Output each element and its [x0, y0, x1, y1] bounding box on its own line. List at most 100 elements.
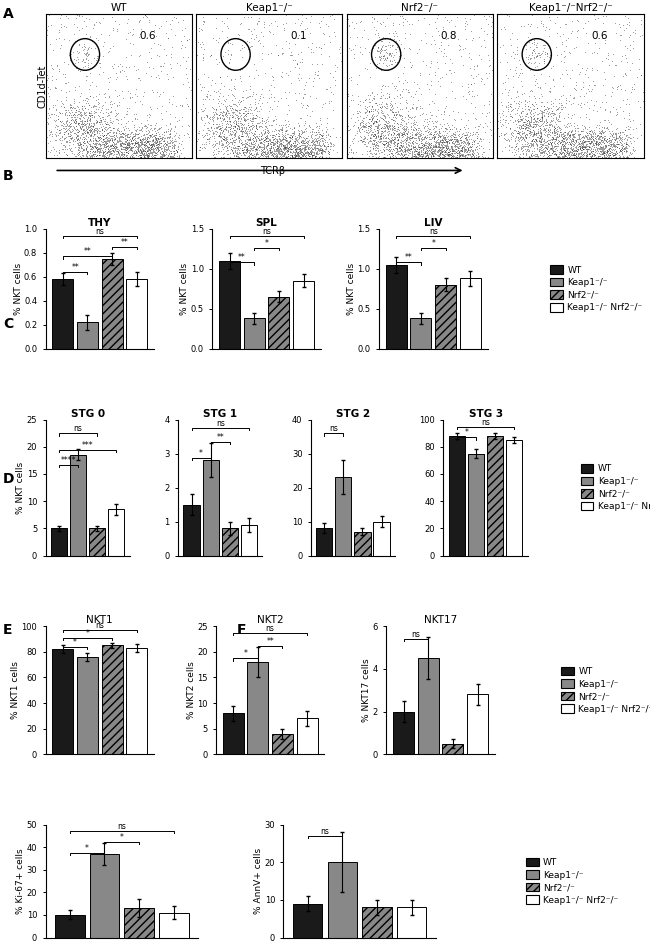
Point	[597, 138, 608, 153]
Point	[619, 143, 629, 158]
Point	[348, 118, 358, 134]
Point	[450, 145, 461, 160]
Point	[515, 149, 525, 164]
Point	[385, 134, 396, 149]
Point	[133, 134, 143, 149]
Point	[165, 149, 176, 164]
Point	[552, 149, 563, 164]
Point	[170, 137, 180, 152]
Point	[68, 126, 79, 141]
Point	[592, 128, 603, 143]
Point	[148, 136, 158, 152]
Point	[537, 112, 547, 127]
Point	[330, 57, 341, 72]
Point	[389, 135, 399, 151]
Point	[521, 38, 532, 53]
Text: A: A	[3, 7, 14, 21]
Point	[559, 142, 569, 157]
Point	[288, 139, 298, 154]
Point	[278, 142, 288, 157]
Point	[542, 99, 552, 115]
Point	[434, 8, 444, 23]
Point	[281, 120, 291, 135]
Point	[611, 149, 621, 164]
Point	[438, 19, 448, 34]
Point	[62, 111, 72, 126]
Point	[72, 121, 82, 136]
Point	[292, 149, 303, 164]
Point	[259, 138, 270, 153]
Point	[148, 130, 158, 145]
Point	[95, 115, 105, 130]
Point	[103, 151, 114, 166]
Point	[624, 17, 634, 32]
Point	[415, 65, 425, 80]
Point	[266, 139, 277, 154]
Point	[234, 27, 244, 43]
Point	[521, 144, 531, 159]
Point	[526, 137, 537, 152]
Point	[48, 62, 58, 77]
Point	[152, 137, 162, 152]
Point	[256, 130, 266, 145]
Point	[214, 111, 225, 126]
Point	[550, 125, 560, 140]
Point	[628, 139, 638, 154]
Point	[574, 131, 584, 146]
Point	[492, 103, 502, 118]
Point	[275, 140, 285, 155]
Point	[209, 150, 219, 165]
Point	[174, 150, 185, 165]
Point	[396, 120, 407, 135]
Point	[210, 137, 220, 152]
Point	[479, 77, 489, 92]
Point	[528, 127, 539, 142]
Point	[237, 38, 247, 53]
Point	[355, 124, 365, 139]
Point	[226, 46, 237, 62]
Point	[79, 104, 89, 119]
Point	[567, 127, 578, 142]
Point	[346, 43, 356, 58]
Point	[434, 142, 444, 157]
Point	[115, 56, 125, 71]
Point	[84, 143, 95, 158]
Point	[100, 143, 110, 158]
Point	[615, 127, 625, 142]
Point	[568, 136, 578, 152]
Point	[388, 128, 398, 143]
Point	[72, 129, 83, 144]
Point	[311, 118, 322, 134]
Point	[606, 136, 617, 152]
Point	[443, 147, 454, 162]
Point	[402, 121, 413, 136]
Point	[318, 26, 328, 41]
Point	[382, 37, 393, 52]
Point	[424, 114, 434, 129]
Point	[395, 137, 405, 152]
Point	[528, 106, 538, 121]
Point	[270, 150, 281, 165]
Point	[545, 141, 556, 156]
Point	[85, 112, 96, 127]
Point	[268, 149, 278, 164]
Point	[296, 51, 307, 66]
Point	[451, 134, 462, 149]
Point	[224, 98, 235, 113]
Point	[515, 130, 526, 145]
Point	[102, 130, 112, 145]
Point	[536, 142, 546, 157]
Point	[586, 128, 596, 143]
Point	[454, 148, 465, 163]
Point	[291, 144, 302, 159]
Point	[61, 147, 72, 162]
Point	[258, 139, 268, 154]
Point	[71, 102, 81, 117]
Point	[596, 136, 606, 152]
Point	[261, 149, 271, 164]
Point	[282, 142, 293, 157]
Point	[346, 69, 356, 84]
Point	[355, 39, 365, 54]
Point	[517, 86, 527, 101]
Point	[263, 146, 274, 161]
